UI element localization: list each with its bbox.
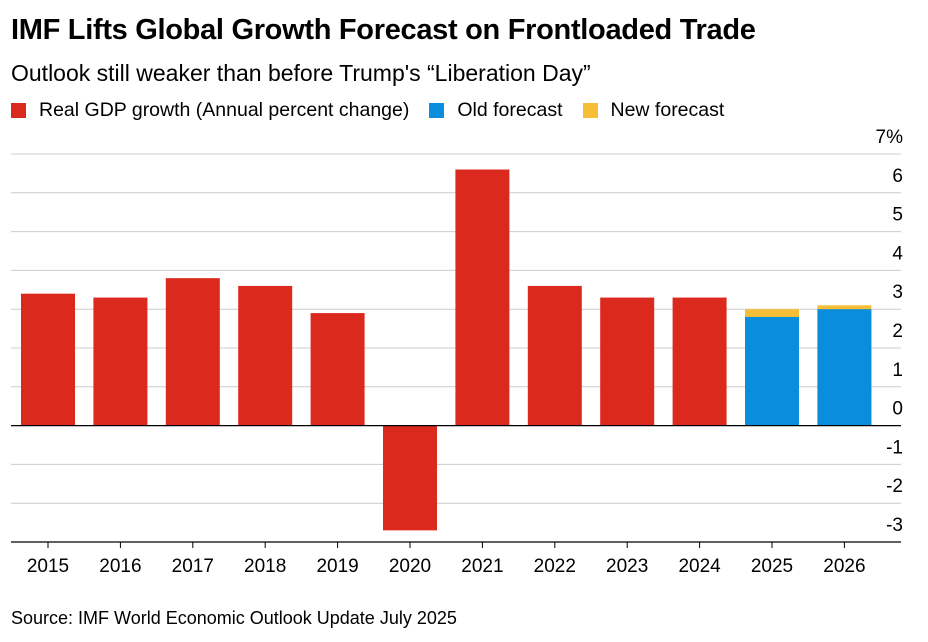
- x-tick-label-2025: 2025: [751, 556, 793, 577]
- x-tick-label-2018: 2018: [244, 556, 286, 577]
- y-tick-label-7: 7%: [876, 128, 904, 148]
- x-tick-label-2020: 2020: [389, 556, 431, 577]
- legend-item-real-gdp: Real GDP growth (Annual percent change): [11, 99, 409, 122]
- bar-real-gdp-2020: [383, 425, 437, 531]
- y-tick-label-3: 3: [892, 282, 903, 303]
- y-tick-label-neg2: -2: [886, 476, 903, 497]
- legend: Real GDP growth (Annual percent change) …: [11, 98, 744, 122]
- y-tick-label-6: 6: [892, 166, 903, 187]
- x-tick-label-2024: 2024: [678, 556, 721, 577]
- x-tick-label-2023: 2023: [606, 556, 648, 577]
- x-tick-label-2016: 2016: [99, 556, 141, 577]
- bar-real-gdp-2019: [310, 313, 365, 426]
- legend-label-old-forecast: Old forecast: [457, 98, 563, 121]
- y-tick-label-5: 5: [892, 205, 903, 226]
- x-tick-label-2022: 2022: [534, 556, 576, 577]
- y-tick-label-4: 4: [892, 243, 903, 264]
- y-tick-label-neg3: -3: [886, 515, 903, 536]
- x-tick-label-2017: 2017: [172, 556, 214, 577]
- bar-real-gdp-2018: [238, 285, 293, 426]
- bar-real-gdp-2017: [165, 278, 220, 426]
- bar-real-gdp-2024: [672, 297, 727, 426]
- legend-swatch-red: [11, 102, 26, 118]
- bar-old-forecast-2025: [745, 316, 799, 426]
- source-note: Source: IMF World Economic Outlook Updat…: [11, 608, 457, 628]
- bar-real-gdp-2021: [455, 169, 510, 426]
- legend-label-real-gdp: Real GDP growth (Annual percent change): [39, 98, 410, 121]
- legend-item-old-forecast: Old forecast: [429, 98, 563, 122]
- bar-real-gdp-2016: [93, 297, 148, 426]
- bar-chart: 7% 6 5 4 3 2 1 0 -1 -2 -3 2015 2016 2017 2018 2019 2020 2…: [11, 128, 904, 577]
- x-tick-label-2019: 2019: [316, 556, 358, 577]
- x-tick-label-2021: 2021: [461, 556, 503, 577]
- y-tick-label-2: 2: [892, 321, 903, 342]
- y-tick-label-neg1: -1: [886, 437, 903, 458]
- y-tick-label-0: 0: [892, 399, 903, 420]
- bar-real-gdp-2023: [600, 297, 655, 426]
- legend-item-new-forecast: New forecast: [582, 98, 725, 122]
- y-tick-label-1: 1: [892, 360, 903, 381]
- chart-title: IMF Lifts Global Growth Forecast on Fron…: [11, 14, 756, 46]
- legend-label-new-forecast: New forecast: [610, 98, 725, 121]
- chart-subtitle: Outlook still weaker than before Trump's…: [11, 60, 591, 86]
- legend-swatch-blue: [429, 102, 445, 118]
- x-tick-label-2015: 2015: [27, 556, 69, 577]
- bar-old-forecast-2026: [817, 309, 872, 426]
- bar-real-gdp-2022: [527, 285, 582, 426]
- x-tick-label-2026: 2026: [823, 556, 865, 577]
- bar-real-gdp-2015: [21, 293, 75, 426]
- legend-swatch-yellow: [582, 102, 598, 118]
